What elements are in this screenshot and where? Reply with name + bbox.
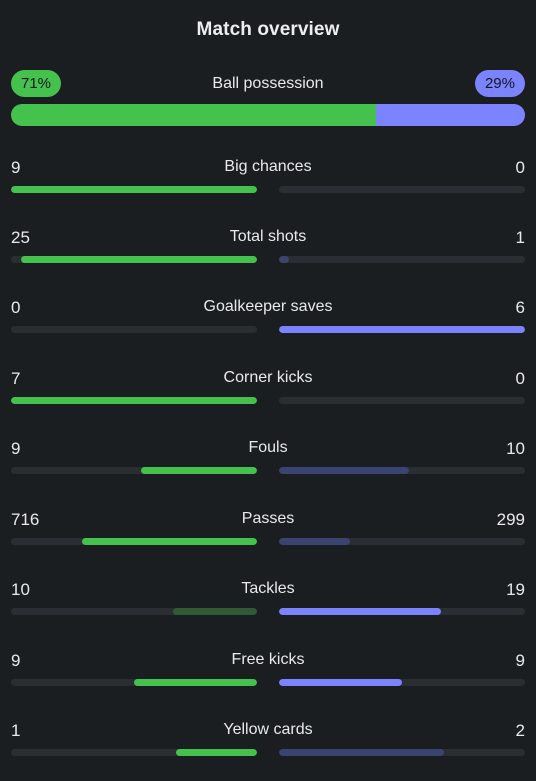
stat-label: Total shots [229, 228, 307, 245]
home-stat-bar [11, 256, 257, 263]
away-stat-value: 0 [515, 369, 525, 388]
home-stat-value: 7 [11, 369, 21, 388]
stat-label: Corner kicks [223, 369, 313, 386]
away-stat-bar [279, 608, 525, 615]
away-stat-bar-fill [279, 256, 289, 263]
stat-row: 9 Free kicks 9 [11, 651, 525, 691]
stat-label: Goalkeeper saves [203, 298, 333, 315]
away-stat-bar [279, 749, 525, 756]
home-stat-bar-fill [82, 538, 257, 545]
stat-row: 716 Passes 299 [11, 510, 525, 550]
possession-bar [11, 104, 525, 126]
away-stat-bar [279, 256, 525, 263]
away-stat-bar [279, 186, 525, 193]
away-stat-bar [279, 467, 525, 474]
away-stat-value: 0 [515, 158, 525, 177]
away-stat-bar-fill [279, 679, 402, 686]
home-stat-value: 9 [11, 439, 21, 458]
home-stat-bar [11, 186, 257, 193]
away-stat-bar-fill [279, 538, 351, 545]
away-stat-bar [279, 679, 525, 686]
home-stat-value: 1 [11, 721, 21, 740]
away-stat-value: 19 [506, 580, 525, 599]
away-possession-badge: 29% [474, 70, 525, 97]
home-stat-bar [11, 326, 257, 333]
home-stat-bar [11, 397, 257, 404]
stat-row: 7 Corner kicks 0 [11, 369, 525, 409]
stat-label: Free kicks [231, 651, 305, 668]
possession-bar-home [11, 104, 376, 126]
home-stat-bar [11, 467, 257, 474]
home-stat-bar [11, 538, 257, 545]
possession-label: Ball possession [212, 75, 324, 92]
home-stat-value: 716 [11, 510, 40, 529]
stat-label: Fouls [248, 439, 288, 456]
away-stat-value: 2 [515, 721, 525, 740]
home-stat-value: 10 [11, 580, 30, 599]
possession-bar-away [375, 104, 525, 126]
away-stat-value: 10 [506, 439, 525, 458]
stat-label: Big chances [224, 158, 312, 175]
away-stat-bar [279, 326, 525, 333]
away-stat-value: 9 [515, 651, 525, 670]
away-stat-bar [279, 538, 525, 545]
stat-row: 9 Fouls 10 [11, 439, 525, 479]
home-possession-badge: 71% [11, 70, 62, 97]
stat-label: Passes [241, 510, 295, 527]
stat-row: 9 Big chances 0 [11, 158, 525, 198]
home-stat-bar-fill [11, 186, 257, 193]
home-stat-value: 9 [11, 651, 21, 670]
stat-row: 1 Yellow cards 2 [11, 721, 525, 761]
away-stat-bar-fill [279, 608, 442, 615]
stat-row: 25 Total shots 1 [11, 228, 525, 268]
away-stat-bar-fill [279, 326, 525, 333]
stat-row: 10 Tackles 19 [11, 580, 525, 620]
home-stat-value: 25 [11, 228, 30, 247]
stat-row: 0 Goalkeeper saves 6 [11, 298, 525, 338]
home-stat-bar [11, 749, 257, 756]
home-stat-value: 0 [11, 298, 21, 317]
home-stat-bar-fill [134, 679, 257, 686]
possession-row: 71% Ball possession 29% [11, 70, 525, 127]
home-stat-bar [11, 679, 257, 686]
away-stat-bar [279, 397, 525, 404]
stat-label: Tackles [241, 580, 295, 597]
away-stat-value: 1 [515, 228, 525, 247]
away-stat-bar-fill [279, 467, 410, 474]
stat-label: Yellow cards [223, 721, 313, 738]
home-stat-value: 9 [11, 158, 21, 177]
home-stat-bar-fill [11, 397, 257, 404]
home-stat-bar-fill [20, 256, 257, 263]
away-stat-value: 6 [515, 298, 525, 317]
page-title: Match overview [196, 19, 340, 40]
home-stat-bar-fill [173, 608, 257, 615]
home-stat-bar-fill [141, 467, 257, 474]
away-stat-value: 299 [496, 510, 525, 529]
away-stat-bar-fill [279, 749, 444, 756]
home-stat-bar [11, 608, 257, 615]
home-stat-bar-fill [175, 749, 257, 756]
